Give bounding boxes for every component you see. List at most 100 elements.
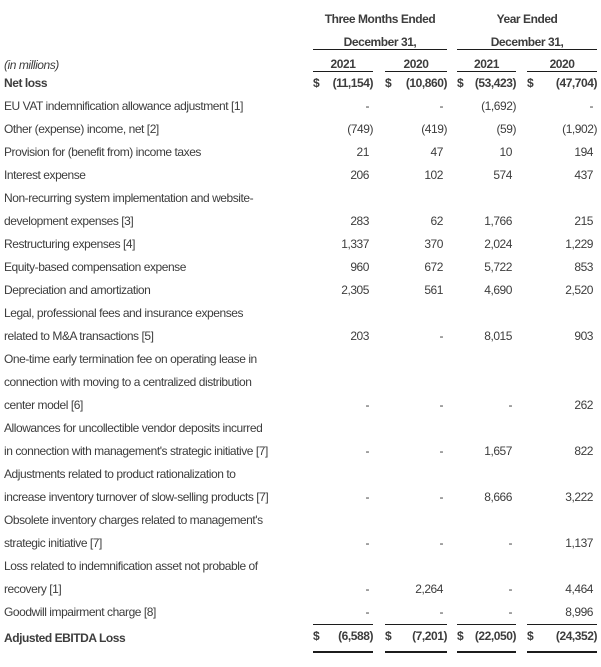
- header-spacer: [4, 2, 313, 26]
- column-gap: [516, 601, 527, 624]
- in-millions-label: (in millions): [4, 58, 59, 72]
- cell-value: 262: [574, 398, 594, 412]
- column-gap: [373, 348, 385, 417]
- cell-value: 8,666: [484, 490, 512, 504]
- value-cell: 5,722: [457, 256, 516, 279]
- cell-value: 4,464: [565, 582, 594, 596]
- column-gap: [447, 624, 457, 653]
- value-cell: -: [385, 95, 447, 118]
- column-gap: [447, 256, 457, 279]
- cell-value: 437: [574, 168, 594, 182]
- value-cell: 1,337: [313, 233, 373, 256]
- value-cell: -: [457, 509, 516, 555]
- cell-value: (419): [421, 122, 447, 136]
- table-row: EU VAT indemnification allowance adjustm…: [4, 95, 597, 118]
- column-gap: [447, 509, 457, 555]
- cell-value: -: [365, 536, 369, 550]
- value-cell: 102: [385, 164, 447, 187]
- year-header-3mo-2021: 2021: [313, 50, 373, 72]
- cell-value: 1,766: [484, 214, 512, 228]
- value-cell: 822: [527, 417, 597, 463]
- value-cell: 194: [527, 141, 597, 164]
- value-cell: $ (53,423): [457, 72, 516, 95]
- cell-value: -: [439, 490, 443, 504]
- value-cell: $ (11,154): [313, 72, 373, 95]
- column-gap: [516, 509, 527, 555]
- cell-value: 960: [350, 260, 369, 274]
- column-gap: [516, 141, 527, 164]
- row-label: Obsolete inventory charges related to ma…: [4, 513, 263, 550]
- column-gap: [516, 118, 527, 141]
- cell-value: -: [365, 444, 369, 458]
- cell-value: 4,690: [484, 283, 512, 297]
- value-cell: 437: [527, 164, 597, 187]
- column-gap: [516, 50, 527, 72]
- currency-symbol: $: [313, 629, 320, 643]
- cell-value: 1,137: [565, 536, 594, 550]
- row-label: Restructuring expenses [4]: [4, 237, 136, 251]
- cell-value: 206: [350, 168, 369, 182]
- cell-value: (59): [496, 122, 516, 136]
- value-cell: $ (24,352): [527, 624, 597, 653]
- column-gap: [447, 26, 457, 50]
- column-gap: [373, 624, 385, 653]
- value-cell: (1,902): [527, 118, 597, 141]
- value-cell: -: [313, 601, 373, 624]
- column-gap: [447, 164, 457, 187]
- value-cell: -: [313, 348, 373, 417]
- cell-value: 21: [356, 145, 370, 159]
- cell-value: (11,154): [332, 76, 374, 90]
- cell-value: 194: [574, 145, 594, 159]
- cell-value: 2,264: [415, 582, 443, 596]
- column-gap: [373, 417, 385, 463]
- value-cell: 203: [313, 302, 373, 348]
- cell-value: 283: [350, 214, 369, 228]
- value-cell: $ (6,588): [313, 624, 373, 653]
- column-gap: [447, 601, 457, 624]
- column-gap: [447, 95, 457, 118]
- value-cell: 1,766: [457, 187, 516, 233]
- column-gap: [373, 187, 385, 233]
- value-cell: -: [313, 463, 373, 509]
- currency-symbol: $: [457, 629, 464, 643]
- table-row: Restructuring expenses [4] 1,337 370 2,024 1…: [4, 233, 597, 256]
- row-label: Allowances for uncollectible vendor depo…: [4, 421, 268, 458]
- value-cell: $ (22,050): [457, 624, 516, 653]
- cell-value: -: [508, 582, 512, 596]
- column-gap: [516, 95, 527, 118]
- cell-value: 1,337: [341, 237, 369, 251]
- value-cell: (749): [313, 118, 373, 141]
- cell-value: -: [439, 329, 443, 343]
- year-header-row: (in millions) 2021 2020 2021 2020: [4, 50, 598, 72]
- value-cell: 8,996: [527, 601, 597, 624]
- row-label: Other (expense) income, net [2]: [4, 122, 159, 136]
- row-label: Loss related to indemnification asset no…: [4, 559, 258, 596]
- value-cell: 206: [313, 164, 373, 187]
- value-cell: $ (47,704): [527, 72, 597, 95]
- cell-value: -: [439, 398, 443, 412]
- cell-value: -: [439, 444, 443, 458]
- value-cell: -: [385, 463, 447, 509]
- table-row: Goodwill impairment charge [8] - - - 8,996: [4, 601, 597, 624]
- cell-value: (1,692): [481, 99, 516, 113]
- value-cell: -: [527, 95, 597, 118]
- value-cell: 2,305: [313, 279, 373, 302]
- row-label: Goodwill impairment charge [8]: [4, 605, 156, 619]
- row-label: Depreciation and amortization: [4, 283, 151, 297]
- column-gap: [373, 164, 385, 187]
- cell-value: 10: [499, 145, 513, 159]
- column-gap: [516, 279, 527, 302]
- header-spacer: [4, 26, 313, 50]
- value-cell: 10: [457, 141, 516, 164]
- cell-value: (53,423): [474, 76, 517, 90]
- value-cell: -: [457, 601, 516, 624]
- row-label: One-time early termination fee on operat…: [4, 352, 257, 412]
- column-gap: [516, 302, 527, 348]
- column-gap: [447, 417, 457, 463]
- cell-value: 2,024: [484, 237, 512, 251]
- value-cell: -: [385, 417, 447, 463]
- value-cell: 4,464: [527, 555, 597, 601]
- cell-value: 903: [574, 329, 594, 343]
- cell-value: 215: [574, 214, 594, 228]
- currency-symbol: $: [527, 629, 534, 643]
